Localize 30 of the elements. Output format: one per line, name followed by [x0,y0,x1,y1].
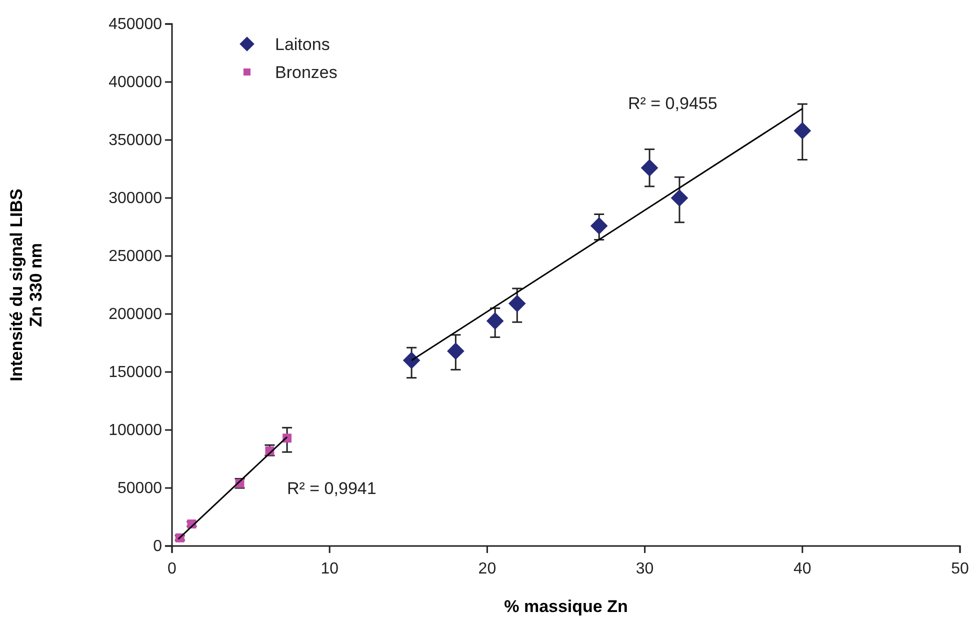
point [486,312,504,330]
x-tick-label: 0 [168,560,177,578]
y-tick-label: 400000 [108,74,162,92]
point [640,159,658,176]
y-axis-title: Intensité du signal LIBS Zn 330 nm [7,188,46,382]
x-tick-label: 30 [636,560,654,578]
y-tick-label: 300000 [108,190,162,208]
x-axis-title: % massique Zn [504,597,628,616]
point [508,294,526,312]
x-tick-label: 50 [951,560,969,578]
y-tick-label: 450000 [108,16,162,34]
legend-label: Bronzes [275,62,338,82]
legend-label: Laitons [275,34,330,54]
y-tick-label: 200000 [108,306,162,324]
point [402,352,420,370]
y-tick-label: 350000 [108,132,162,150]
x-tick-label: 40 [794,560,812,578]
x-tick-label: 10 [320,560,339,578]
point [794,122,812,140]
point [670,189,688,207]
point [447,342,464,360]
annotation: R² = 0,9455 [628,94,718,113]
y-tick-label: 50000 [118,480,162,498]
point [590,217,608,234]
y-tick-label: 0 [153,538,162,556]
y-tick-label: 150000 [108,364,162,382]
annotation: R² = 0,9941 [287,478,376,498]
y-tick-label: 100000 [108,422,162,440]
x-tick-label: 20 [478,560,496,578]
y-tick-label: 250000 [108,248,162,266]
